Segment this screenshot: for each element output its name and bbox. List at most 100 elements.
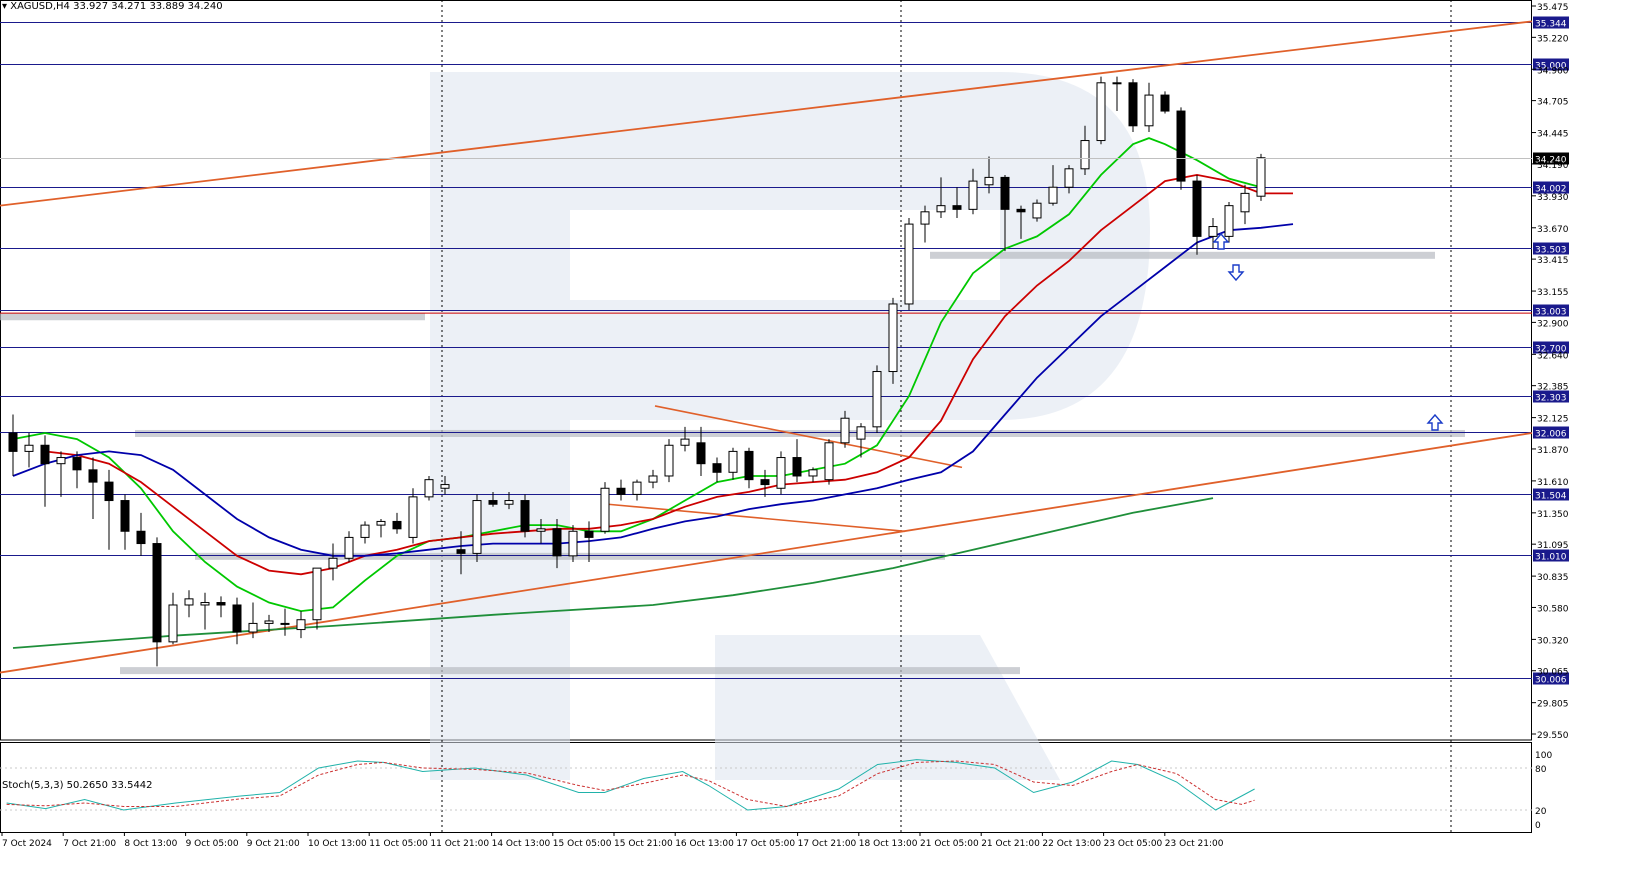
y-tick-label: 29.805 (1537, 700, 1569, 710)
moving-average-line-4 (12, 497, 1214, 649)
bullish-candle (328, 557, 338, 569)
level-price-tag (1533, 341, 1569, 354)
bullish-candle (24, 444, 34, 452)
bullish-candle (808, 469, 818, 477)
bearish-candle (104, 481, 114, 502)
bearish-candle (392, 520, 402, 530)
stoch-scale-label: 0 (1535, 821, 1541, 831)
level-price-label: 32.303 (1535, 394, 1567, 404)
x-tick-label: 23 Oct 05:00 (1104, 839, 1163, 849)
bullish-candle (648, 475, 658, 483)
y-tick-label: 30.835 (1537, 573, 1569, 583)
bearish-candle (136, 530, 146, 545)
y-tick-label: 33.930 (1537, 193, 1569, 203)
watermark-logo-icon (715, 635, 1060, 780)
bullish-candle (984, 176, 994, 186)
bearish-candle (216, 602, 226, 606)
bearish-candle (520, 500, 530, 532)
bearish-candle (1192, 180, 1202, 237)
upper-trendline (0, 20, 1533, 207)
watermark-logo-icon (430, 72, 1150, 780)
level-price-tag (1533, 58, 1569, 71)
bullish-candle (344, 536, 354, 559)
bullish-candle (184, 598, 194, 606)
bearish-candle (88, 469, 98, 483)
current-price-tag (1533, 152, 1569, 165)
bearish-candle (584, 530, 594, 538)
bullish-candle (680, 438, 690, 446)
level-price-label: 34.002 (1535, 185, 1567, 195)
bullish-candle (248, 622, 258, 633)
moving-average-line-2 (44, 173, 1293, 576)
bullish-candle (536, 528, 546, 532)
bullish-candle (168, 604, 178, 643)
y-tick-label: 30.580 (1537, 604, 1569, 614)
bullish-candle (1080, 140, 1090, 170)
bullish-candle (1032, 202, 1042, 219)
x-tick-label: 11 Oct 05:00 (369, 839, 428, 849)
stoch-label: Stoch(5,3,3) 50.2650 33.5442 (2, 780, 153, 791)
stoch-scale-label: 100 (1535, 751, 1552, 761)
level-price-tag (1533, 181, 1569, 194)
bullish-candle (632, 481, 642, 495)
x-tick-label: 17 Oct 05:00 (736, 839, 795, 849)
bullish-candle (200, 602, 210, 606)
level-price-tag (1533, 488, 1569, 501)
level-price-tag (1533, 549, 1569, 562)
x-tick-label: 23 Oct 21:00 (1165, 839, 1224, 849)
bullish-candle (56, 457, 66, 465)
bearish-candle (1176, 110, 1186, 182)
y-tick-label: 32.125 (1537, 415, 1569, 425)
y-tick-label: 31.870 (1537, 446, 1569, 456)
level-price-label: 35.344 (1535, 20, 1567, 30)
x-tick-label: 7 Oct 21:00 (63, 839, 116, 849)
level-price-label: 33.003 (1535, 308, 1567, 318)
stoch-main-line (6, 759, 1255, 811)
stoch-scale-label: 80 (1535, 765, 1547, 775)
level-price-tag (1533, 304, 1569, 317)
y-tick-label: 32.900 (1537, 319, 1569, 329)
stoch-signal-line (6, 760, 1255, 808)
arrow-down-icon (1227, 264, 1245, 282)
level-price-tag (1533, 390, 1569, 403)
x-tick-label: 8 Oct 13:00 (124, 839, 177, 849)
y-tick-label: 34.190 (1537, 161, 1569, 171)
level-price-tag (1533, 242, 1569, 255)
bullish-candle (408, 496, 418, 538)
y-tick-label: 31.610 (1537, 478, 1569, 488)
x-tick-label: 21 Oct 21:00 (981, 839, 1040, 849)
moving-average-line-3 (12, 223, 1294, 557)
bullish-candle (872, 371, 882, 428)
symbol-label: XAGUSD,H4 (10, 1, 70, 12)
arrow-up-icon (1212, 232, 1230, 250)
y-tick-label: 34.705 (1537, 98, 1569, 108)
bullish-candle (1048, 186, 1058, 204)
arrow-up-icon (1426, 413, 1444, 431)
bullish-candle (376, 520, 386, 526)
bearish-candle (552, 528, 562, 557)
x-tick-label: 18 Oct 13:00 (859, 839, 918, 849)
bullish-candle (360, 524, 370, 538)
bullish-candle (568, 530, 578, 557)
support-zone (195, 552, 945, 560)
x-tick-label: 15 Oct 05:00 (553, 839, 612, 849)
bullish-candle (936, 205, 946, 213)
x-tick-label: 10 Oct 13:00 (308, 839, 367, 849)
collapse-triangle-icon[interactable]: ▾ (2, 1, 8, 12)
x-tick-label: 21 Oct 05:00 (920, 839, 979, 849)
bullish-candle (1208, 226, 1218, 237)
bullish-candle (1112, 82, 1122, 85)
bearish-candle (232, 604, 242, 633)
level-price-label: 31.504 (1535, 492, 1567, 502)
x-tick-label: 15 Oct 21:00 (614, 839, 673, 849)
lower-trendline (0, 432, 1533, 674)
bullish-candle (856, 426, 866, 440)
x-tick-label: 11 Oct 21:00 (430, 839, 489, 849)
y-tick-label: 33.155 (1537, 288, 1569, 298)
y-tick-label: 34.960 (1537, 66, 1569, 76)
bullish-candle (472, 500, 482, 554)
x-tick-label: 14 Oct 13:00 (492, 839, 551, 849)
bullish-candle (776, 457, 786, 489)
support-zone (120, 667, 1020, 675)
